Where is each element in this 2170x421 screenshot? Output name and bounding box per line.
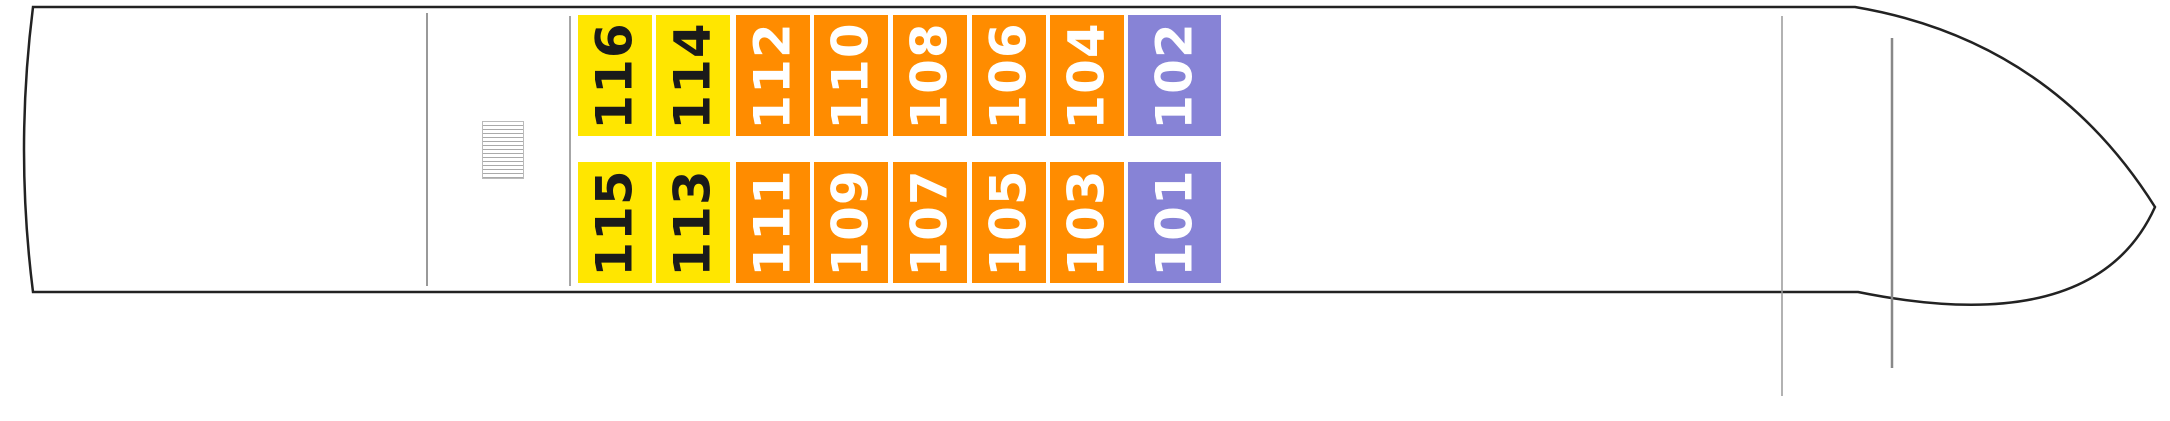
cabin-number: 102: [1145, 21, 1204, 130]
cabin-number: 107: [901, 168, 959, 277]
cabin-number: 103: [1058, 168, 1116, 277]
cabin-113[interactable]: 113: [656, 162, 730, 283]
cabin-number: 110: [822, 21, 880, 130]
cabin-106[interactable]: 106: [972, 15, 1046, 136]
cabin-109[interactable]: 109: [814, 162, 888, 283]
cabin-number: 105: [980, 168, 1038, 277]
cabin-number: 112: [744, 21, 802, 130]
cabin-number: 115: [586, 168, 644, 277]
cabin-112[interactable]: 112: [736, 15, 810, 136]
cabin-108[interactable]: 108: [893, 15, 967, 136]
cabin-116[interactable]: 116: [578, 15, 652, 136]
cabin-101[interactable]: 101: [1128, 162, 1221, 283]
cabin-number: 109: [822, 168, 880, 277]
cabin-111[interactable]: 111: [736, 162, 810, 283]
cabin-number: 116: [586, 21, 644, 130]
cabin-105[interactable]: 105: [972, 162, 1046, 283]
cabin-number: 104: [1058, 21, 1116, 130]
cabin-number: 101: [1145, 168, 1204, 277]
cabin-number: 114: [664, 21, 722, 130]
cabin-number: 106: [980, 21, 1038, 130]
cabin-number: 111: [744, 168, 802, 277]
cabin-114[interactable]: 114: [656, 15, 730, 136]
cabin-115[interactable]: 115: [578, 162, 652, 283]
cabin-102[interactable]: 102: [1128, 15, 1221, 136]
cabin-number: 113: [664, 168, 722, 277]
cabin-103[interactable]: 103: [1050, 162, 1124, 283]
cabin-110[interactable]: 110: [814, 15, 888, 136]
cabin-107[interactable]: 107: [893, 162, 967, 283]
stairs-icon: [482, 121, 524, 179]
cabin-104[interactable]: 104: [1050, 15, 1124, 136]
hull-outline: [22, 5, 2157, 306]
cabin-number: 108: [901, 21, 959, 130]
